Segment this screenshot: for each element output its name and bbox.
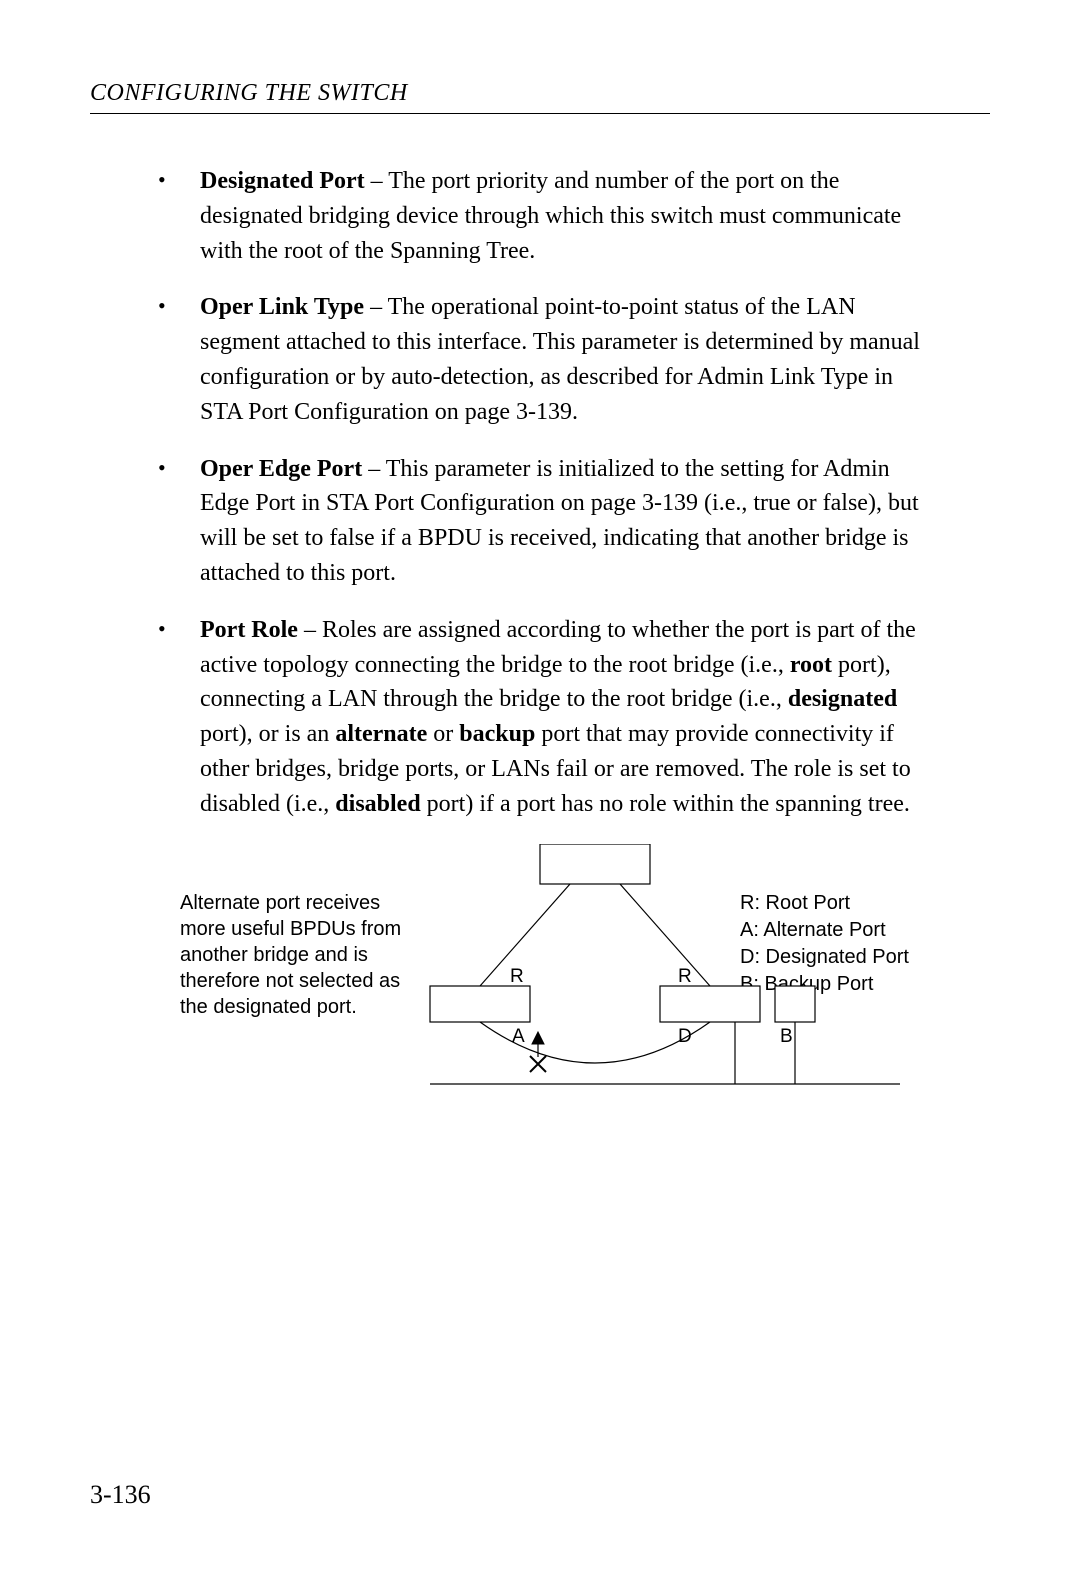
term: Designated Port	[200, 168, 365, 194]
page-number: 3-136	[90, 1480, 151, 1510]
bullet-list: Designated Port – The port priority and …	[150, 164, 930, 822]
port-role-diagram: Alternate port receives more useful BPDU…	[180, 844, 960, 1104]
bullet-oper-edge-port: Oper Edge Port – This parameter is initi…	[150, 452, 930, 591]
term: Oper Edge Port	[200, 456, 362, 482]
diagram-svg: R R A D B	[180, 844, 960, 1104]
bullet-port-role: Port Role – Roles are assigned according…	[150, 613, 930, 822]
bullet-designated-port: Designated Port – The port priority and …	[150, 164, 930, 268]
svg-text:A: A	[512, 1026, 525, 1047]
bold-disabled: disabled	[335, 791, 420, 817]
term: Oper Link Type	[200, 294, 364, 320]
bullet-oper-link-type: Oper Link Type – The operational point-t…	[150, 290, 930, 429]
bold-backup: backup	[459, 721, 535, 747]
t: port), or is an	[200, 721, 335, 747]
t: port) if a port has no role within the s…	[421, 791, 910, 817]
header-rule	[90, 113, 990, 114]
term: Port Role	[200, 617, 298, 643]
svg-text:R: R	[678, 966, 692, 987]
bold-root: root	[790, 652, 832, 678]
svg-text:D: D	[678, 1026, 692, 1047]
bold-alternate: alternate	[335, 721, 427, 747]
svg-text:B: B	[780, 1026, 793, 1047]
t: or	[427, 721, 459, 747]
bold-designated: designated	[788, 686, 897, 712]
svg-text:R: R	[510, 966, 524, 987]
page: CONFIGURING THE SWITCH Designated Port –…	[0, 0, 1080, 1570]
page-header: CONFIGURING THE SWITCH	[90, 80, 990, 107]
